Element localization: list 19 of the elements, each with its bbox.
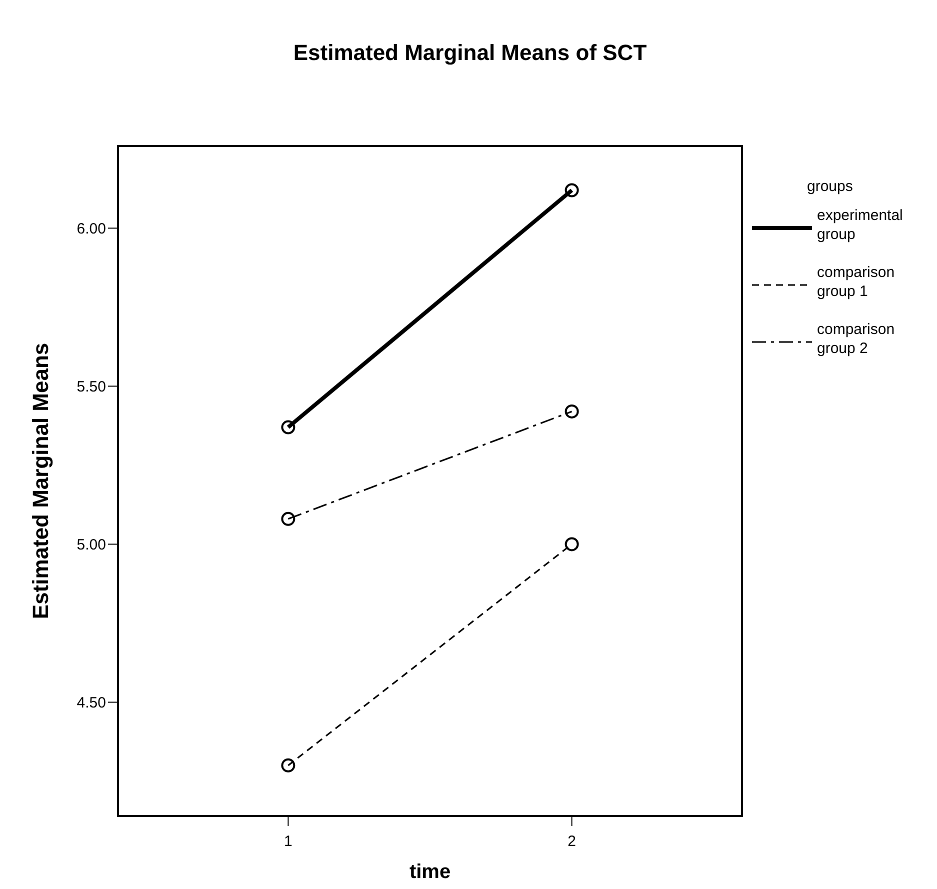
- point: [281, 512, 296, 526]
- x-tick-label: 2: [568, 833, 576, 850]
- point: [281, 758, 296, 772]
- legend-title: groups: [807, 178, 853, 195]
- y-tick-label: 6.00: [76, 220, 106, 238]
- legend-label: experimental group: [817, 207, 903, 243]
- point: [564, 404, 579, 418]
- point: [564, 537, 579, 552]
- legend-label: comparison group 1: [817, 264, 895, 300]
- y-axis-title: Estimated Marginal Means: [28, 342, 53, 620]
- y-tick-label: 5.00: [76, 536, 106, 554]
- y-tick-label: 5.50: [76, 378, 106, 396]
- x-axis-title: time: [409, 861, 451, 883]
- y-tick-label: 4.50: [76, 694, 106, 712]
- x-tick-label: 1: [284, 833, 292, 850]
- chart-title: Estimated Marginal Means of SCT: [293, 40, 648, 65]
- point: [564, 183, 579, 198]
- legend-label: comparison group 2: [817, 321, 895, 357]
- point: [281, 420, 296, 434]
